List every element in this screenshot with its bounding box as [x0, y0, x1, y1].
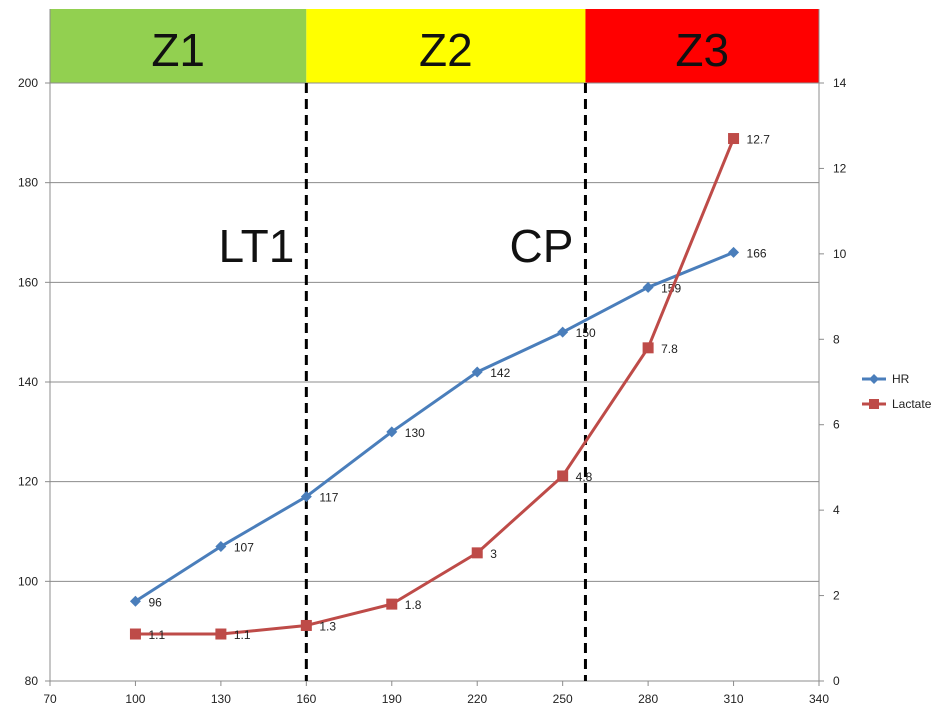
- hr-point: [386, 426, 398, 438]
- y-tick-label-right-0: 0: [833, 674, 840, 688]
- hr-data-label: 117: [319, 491, 338, 505]
- threshold-label-lt1: LT1: [218, 220, 294, 272]
- zone-label-z3: Z3: [675, 24, 729, 76]
- y-tick-label-left-80: 80: [25, 674, 39, 688]
- x-tick-label-130: 130: [211, 692, 231, 706]
- zone-label-z2: Z2: [419, 24, 473, 76]
- hr-data-label: 142: [490, 366, 510, 380]
- lactate-data-label: 1.3: [319, 619, 336, 633]
- zone-label-z1: Z1: [151, 24, 205, 76]
- x-tick-label-160: 160: [296, 692, 316, 706]
- lactate-data-label: 7.8: [661, 342, 678, 356]
- x-tick-label-310: 310: [724, 692, 744, 706]
- lactate-point: [728, 133, 740, 145]
- lactate-point: [215, 628, 227, 640]
- y-tick-label-right-12: 12: [833, 161, 847, 175]
- lactate-data-label: 4.8: [576, 470, 593, 484]
- lactate-point: [386, 598, 398, 610]
- x-tick-label-340: 340: [809, 692, 829, 706]
- lactate-data-label: 1.1: [234, 628, 251, 642]
- y-tick-label-left-160: 160: [18, 275, 38, 289]
- lactate-point: [300, 619, 312, 631]
- zone-band-z1: [50, 9, 307, 83]
- x-tick-label-250: 250: [553, 692, 573, 706]
- hr-point: [642, 281, 654, 293]
- hr-line: [134, 251, 735, 603]
- gridlines: [50, 82, 819, 582]
- lactate-point: [129, 628, 141, 640]
- y-tick-label-left-100: 100: [18, 574, 38, 588]
- hr-data-label: 150: [576, 326, 596, 340]
- y-tick-label-left-180: 180: [18, 176, 38, 190]
- threshold-lines: LT1 CP: [218, 83, 587, 681]
- zone-bands: Z1 Z2 Z3: [50, 9, 819, 83]
- hr-point: [471, 366, 483, 378]
- axes: 80 100 120 140 160 180 200 0 2 4 6 8 10 12 14 70 100 130 1…: [18, 9, 847, 706]
- x-tick-label-220: 220: [467, 692, 487, 706]
- lactate-data-label: 12.7: [747, 133, 771, 147]
- y-tick-label-left-140: 140: [18, 375, 38, 389]
- zone-band-z3: [585, 9, 819, 83]
- lactate-data-label: 1.8: [405, 598, 422, 612]
- hr-point: [557, 326, 569, 338]
- legend-label-lactate: Lactate: [892, 397, 932, 411]
- y-tick-label-left-200: 200: [18, 76, 38, 90]
- y-tick-label-right-8: 8: [833, 332, 840, 346]
- hr-data-label: 130: [405, 426, 425, 440]
- legend-marker-lactate: [869, 399, 879, 409]
- legend-label-hr: HR: [892, 372, 910, 386]
- lactate-line: [135, 137, 735, 636]
- y-tick-label-right-4: 4: [833, 503, 840, 517]
- zone-band-z2: [306, 9, 586, 83]
- hr-point: [728, 246, 740, 258]
- lactate-point: [471, 547, 483, 559]
- lactate-point: [557, 470, 569, 482]
- threshold-label-cp: CP: [510, 220, 574, 272]
- hr-point: [129, 595, 141, 607]
- y-tick-label-left-120: 120: [18, 475, 38, 489]
- x-tick-label-70: 70: [43, 692, 57, 706]
- lactate-data-label: 1.1: [148, 628, 165, 642]
- y-tick-label-right-6: 6: [833, 418, 840, 432]
- legend: HR Lactate: [862, 372, 932, 411]
- x-tick-label-100: 100: [125, 692, 145, 706]
- lactate-point: [642, 342, 654, 354]
- y-tick-label-right-14: 14: [833, 76, 847, 90]
- lactate-data-label: 3: [490, 547, 497, 561]
- hr-data-label: 107: [234, 540, 254, 554]
- hr-data-label: 166: [747, 246, 767, 260]
- hr-point: [215, 540, 227, 552]
- x-tick-label-280: 280: [638, 692, 658, 706]
- y-tick-label-right-10: 10: [833, 247, 847, 261]
- hr-data-label: 96: [148, 595, 162, 609]
- legend-marker-hr: [869, 374, 879, 384]
- y-tick-label-right-2: 2: [833, 589, 840, 603]
- hr-point: [300, 491, 312, 503]
- x-tick-label-190: 190: [382, 692, 402, 706]
